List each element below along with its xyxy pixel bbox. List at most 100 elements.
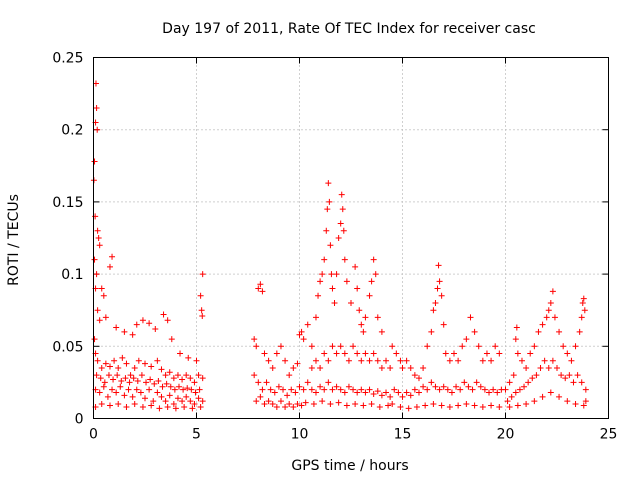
data-point (93, 372, 100, 379)
data-points (90, 80, 589, 412)
data-point (341, 256, 348, 263)
data-point (93, 105, 100, 112)
data-point (294, 360, 301, 367)
data-point (321, 256, 328, 263)
data-point (531, 343, 538, 350)
data-point (123, 403, 130, 410)
data-point (453, 383, 460, 390)
data-point (362, 314, 369, 321)
data-point (360, 402, 367, 409)
y-axis-title: ROTI / TECUs (6, 194, 22, 286)
data-point (130, 375, 137, 382)
data-point (523, 364, 530, 371)
data-point (133, 386, 140, 393)
data-point (91, 158, 98, 165)
data-point (290, 364, 297, 371)
data-point (148, 402, 155, 409)
data-point (261, 350, 268, 357)
data-point (163, 380, 170, 387)
data-point (479, 403, 486, 410)
data-point (366, 292, 373, 299)
data-point (119, 354, 126, 361)
data-point (273, 403, 280, 410)
data-point (430, 307, 437, 314)
data-point (397, 357, 404, 364)
data-point (321, 386, 328, 393)
data-point (331, 299, 338, 306)
data-point (155, 377, 162, 384)
data-point (251, 372, 258, 379)
data-point (181, 403, 188, 410)
data-point (370, 350, 377, 357)
data-point (354, 389, 361, 396)
data-point (514, 350, 521, 357)
data-point (387, 393, 394, 400)
data-point (91, 336, 98, 343)
data-point (317, 364, 324, 371)
data-point (102, 314, 109, 321)
data-point (104, 393, 111, 400)
data-point (96, 242, 103, 249)
data-point (492, 343, 499, 350)
data-point (362, 350, 369, 357)
data-point (329, 343, 336, 350)
data-point (257, 281, 264, 288)
data-point (109, 253, 116, 260)
data-point (106, 402, 113, 409)
data-point (372, 271, 379, 278)
plot-frame (93, 57, 609, 419)
data-point (159, 383, 166, 390)
data-point (513, 324, 520, 331)
data-point (424, 343, 431, 350)
data-point (457, 386, 464, 393)
data-point (195, 395, 202, 402)
data-point (411, 386, 418, 393)
data-point (440, 321, 447, 328)
data-point (506, 403, 513, 410)
data-point (315, 292, 322, 299)
data-point (389, 401, 396, 408)
data-point (142, 360, 148, 367)
data-point (436, 386, 443, 393)
data-point (529, 375, 536, 382)
data-point (391, 386, 398, 393)
data-point (395, 389, 402, 396)
data-point (508, 393, 515, 400)
data-point (354, 285, 361, 292)
data-point (549, 357, 556, 364)
data-point (411, 372, 418, 379)
data-point (543, 314, 550, 321)
data-point (150, 398, 157, 405)
data-point (523, 401, 530, 408)
data-point (253, 398, 260, 405)
data-point (352, 401, 359, 408)
data-point (428, 379, 435, 386)
data-point (117, 383, 124, 390)
data-point (96, 317, 103, 324)
data-point (187, 398, 194, 405)
data-point (98, 401, 105, 408)
data-point (113, 324, 120, 331)
data-point (263, 379, 270, 386)
data-point (109, 386, 116, 393)
data-point (378, 364, 385, 371)
data-point (434, 285, 441, 292)
data-point (337, 220, 344, 227)
data-point (566, 372, 573, 379)
data-point (282, 357, 289, 364)
data-point (166, 392, 173, 399)
data-point (510, 372, 517, 379)
y-tick-label: 0.15 (52, 195, 83, 211)
data-point (570, 379, 577, 386)
data-point (174, 372, 181, 379)
data-point (321, 350, 328, 357)
data-point (298, 328, 305, 335)
data-point (123, 360, 130, 367)
data-point (479, 357, 486, 364)
data-point (424, 386, 431, 393)
data-point (197, 292, 204, 299)
data-point (572, 343, 579, 350)
data-point (512, 389, 519, 396)
data-point (403, 357, 410, 364)
data-point (558, 372, 565, 379)
